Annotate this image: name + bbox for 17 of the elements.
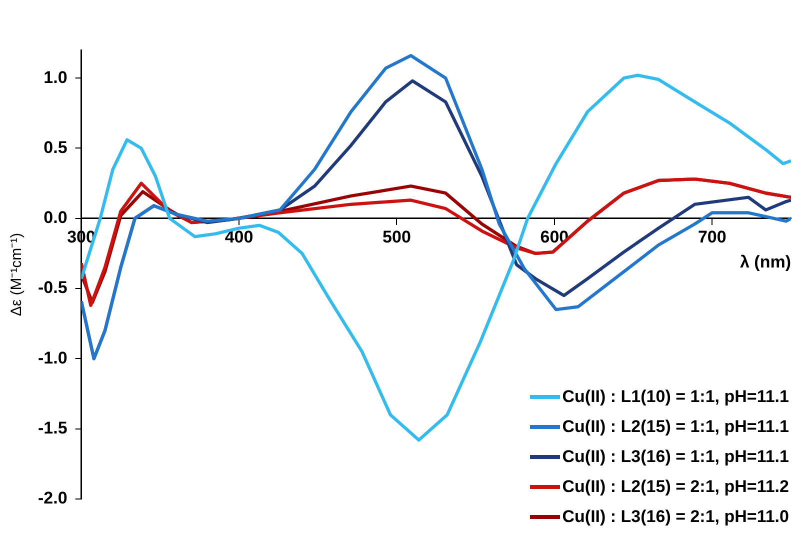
x-tick-label: 700 xyxy=(698,227,726,246)
y-tick-label: 1.0 xyxy=(44,68,68,87)
x-tick-label: 500 xyxy=(382,227,411,246)
x-tick-label: 400 xyxy=(224,227,254,246)
y-tick-label: 0.0 xyxy=(44,208,68,228)
y-tick-label: -1.5 xyxy=(38,418,68,438)
y-tick-label: -0.5 xyxy=(38,278,68,298)
legend-label: Cu(II) : L2(15) = 2:1, pH=11.2 xyxy=(562,477,789,497)
legend-label: Cu(II) : L1(10) = 1:1, pH=11.1 xyxy=(562,387,789,407)
legend-label: Cu(II) : L2(15) = 1:1, pH=11.1 xyxy=(562,417,789,437)
y-axis-title: Δε (M⁻¹cm⁻¹) xyxy=(8,232,26,316)
y-tick-label: -2.0 xyxy=(38,488,68,508)
x-axis-title: λ (nm) xyxy=(740,252,791,272)
y-tick-label: 0.5 xyxy=(44,138,68,157)
legend-label: Cu(II) : L3(16) = 2:1, pH=11.0 xyxy=(562,507,789,527)
legend-label: Cu(II) : L3(16) = 1:1, pH=11.1 xyxy=(562,447,789,467)
y-tick-label: -1.0 xyxy=(38,348,68,368)
